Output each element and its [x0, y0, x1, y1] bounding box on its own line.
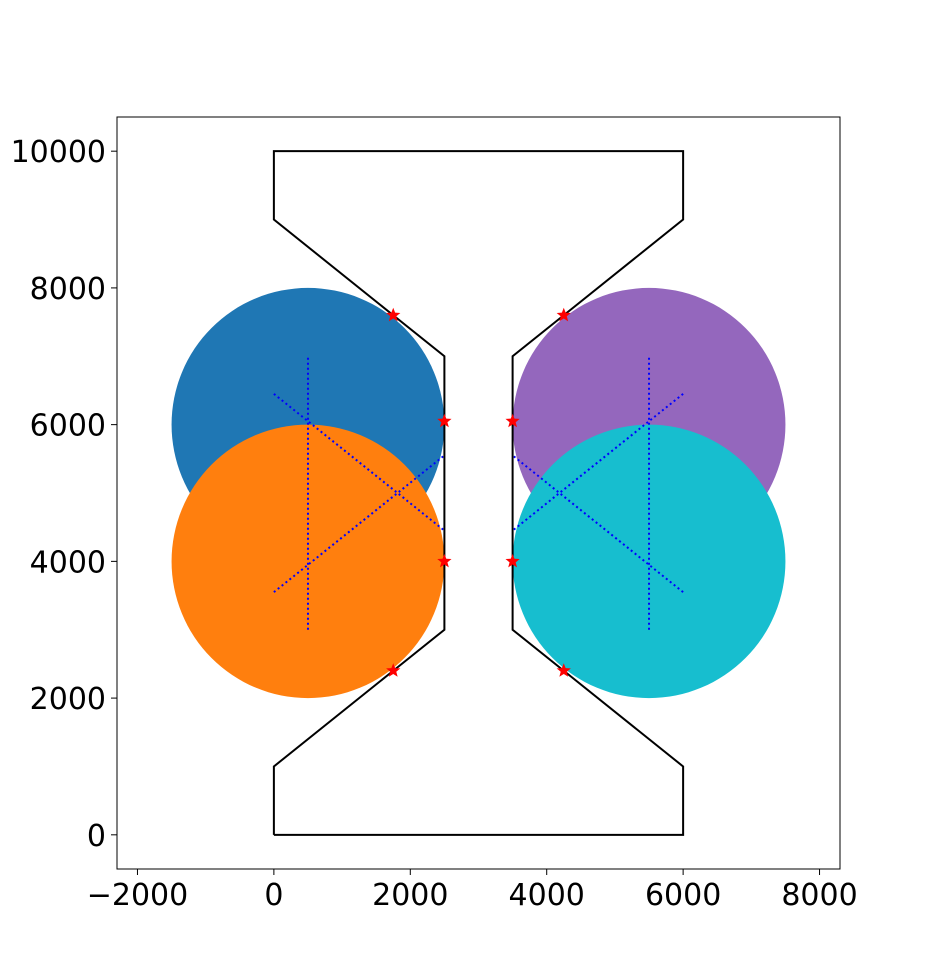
x-tick-label: 8000 [781, 878, 857, 913]
y-tick-label: 6000 [30, 409, 106, 444]
x-tick-label: 4000 [509, 878, 585, 913]
plot-frame [116, 116, 841, 870]
x-axis: −2000 0 2000 4000 6000 8000 [87, 869, 858, 913]
dotted-line-5 [511, 393, 684, 532]
y-tick-label: 0 [87, 819, 106, 854]
x-tick-label: 6000 [645, 878, 721, 913]
y-axis: 0 2000 4000 6000 8000 10000 [11, 135, 117, 854]
dotted-line-6 [511, 454, 684, 593]
x-tick-label: −2000 [87, 878, 188, 913]
dotted-lines-layer [273, 356, 684, 630]
circle-4 [512, 424, 786, 699]
circle-2 [171, 424, 445, 699]
markers-layer [386, 307, 571, 677]
star-marker-6 [505, 413, 520, 428]
y-tick-label: 4000 [30, 545, 106, 580]
x-tick-label: 0 [264, 878, 283, 913]
star-marker-4 [386, 663, 401, 677]
dotted-line-3 [273, 454, 446, 593]
x-tick-label: 2000 [372, 878, 448, 913]
star-marker-3 [437, 553, 452, 568]
plot-content [171, 150, 786, 836]
y-tick-label: 2000 [30, 682, 106, 717]
y-tick-label: 10000 [11, 135, 106, 170]
star-marker-7 [505, 553, 520, 568]
outline-shape [272, 150, 685, 836]
dotted-line-2 [273, 393, 446, 532]
star-marker-1 [386, 307, 401, 322]
star-marker-5 [556, 307, 571, 322]
y-tick-label: 8000 [30, 272, 106, 307]
outline-layer [272, 150, 685, 836]
star-marker-8 [556, 663, 571, 677]
star-marker-2 [437, 413, 452, 428]
circles-layer [171, 287, 786, 699]
